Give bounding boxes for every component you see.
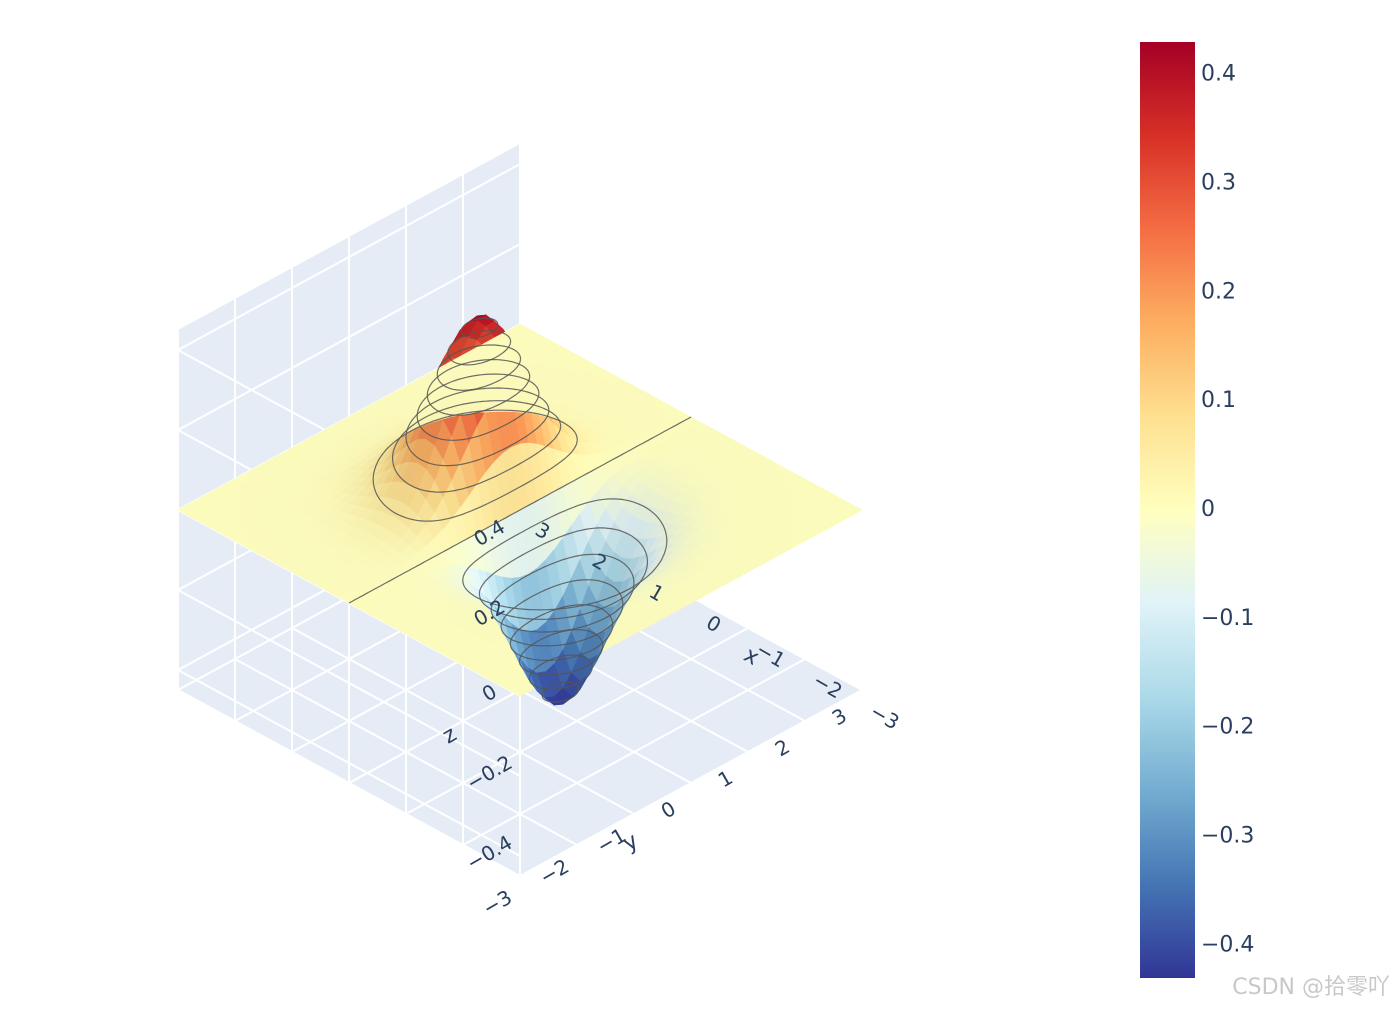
colorbar: 0.4 0.3 0.2 0.1 0 −0.1 −0.2 −0.3 −0.4 — [1140, 42, 1254, 978]
grid-z-wall-y — [177, 589, 521, 777]
grid-z-wall-x — [177, 243, 521, 431]
contour-line — [490, 553, 635, 633]
contour-line — [426, 359, 531, 416]
y-tick-label: 1 — [714, 765, 737, 792]
grid-y-floor — [291, 627, 635, 815]
colorbar-gradient — [1140, 42, 1195, 978]
colorbar-tick-label: −0.4 — [1201, 932, 1254, 957]
contour-line — [405, 387, 550, 467]
grid-y-floor — [234, 658, 578, 846]
contour-line — [528, 654, 593, 690]
contour-line — [436, 344, 522, 391]
contour-line — [518, 629, 604, 676]
colorbar-tick-label: 0.4 — [1201, 62, 1236, 87]
contour-line — [392, 400, 562, 493]
colorbar-tick-label: −0.3 — [1201, 824, 1254, 849]
y-tick-label: −3 — [478, 885, 516, 921]
contour-line — [416, 373, 540, 441]
contour-lines — [348, 317, 692, 703]
watermark: CSDN @拾零吖 — [1232, 975, 1390, 1000]
y-tick-label: 2 — [771, 734, 794, 761]
contour-line — [348, 416, 692, 604]
colorbar-tick-label: 0.3 — [1201, 170, 1236, 195]
colorbar-tick-label: −0.2 — [1201, 715, 1254, 740]
colorbar-tick-label: −0.1 — [1201, 606, 1254, 631]
contour-line — [462, 498, 668, 611]
colorbar-tick-label: 0.1 — [1201, 388, 1236, 413]
grid-z-wall-x — [177, 163, 521, 351]
colorbar-tick-label: 0.2 — [1201, 279, 1236, 304]
y-tick-label: 3 — [828, 703, 851, 730]
contour-line — [478, 527, 648, 620]
x-tick-label: −3 — [866, 699, 904, 735]
colorbar-tick-label: 0 — [1201, 497, 1215, 522]
y-axis-title: y — [619, 828, 643, 856]
grid-z-wall-y — [177, 669, 521, 857]
contour-line — [372, 409, 578, 522]
y-tick-label: 0 — [657, 796, 680, 823]
grid-y-floor — [177, 689, 521, 877]
contour-line — [460, 317, 499, 339]
surface-patch — [510, 323, 530, 334]
